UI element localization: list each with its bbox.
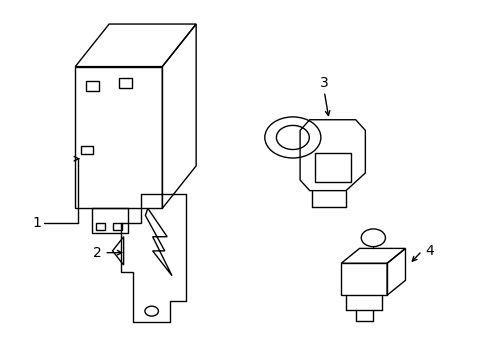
Bar [86,81,99,91]
Text: 3: 3 [319,76,328,90]
Text: 4: 4 [425,244,434,258]
Bar [81,145,93,154]
Bar [112,223,122,230]
Bar [95,223,105,230]
Bar [119,78,132,88]
Bar [314,153,350,182]
Text: 2: 2 [93,246,102,260]
Text: 1: 1 [33,216,41,230]
